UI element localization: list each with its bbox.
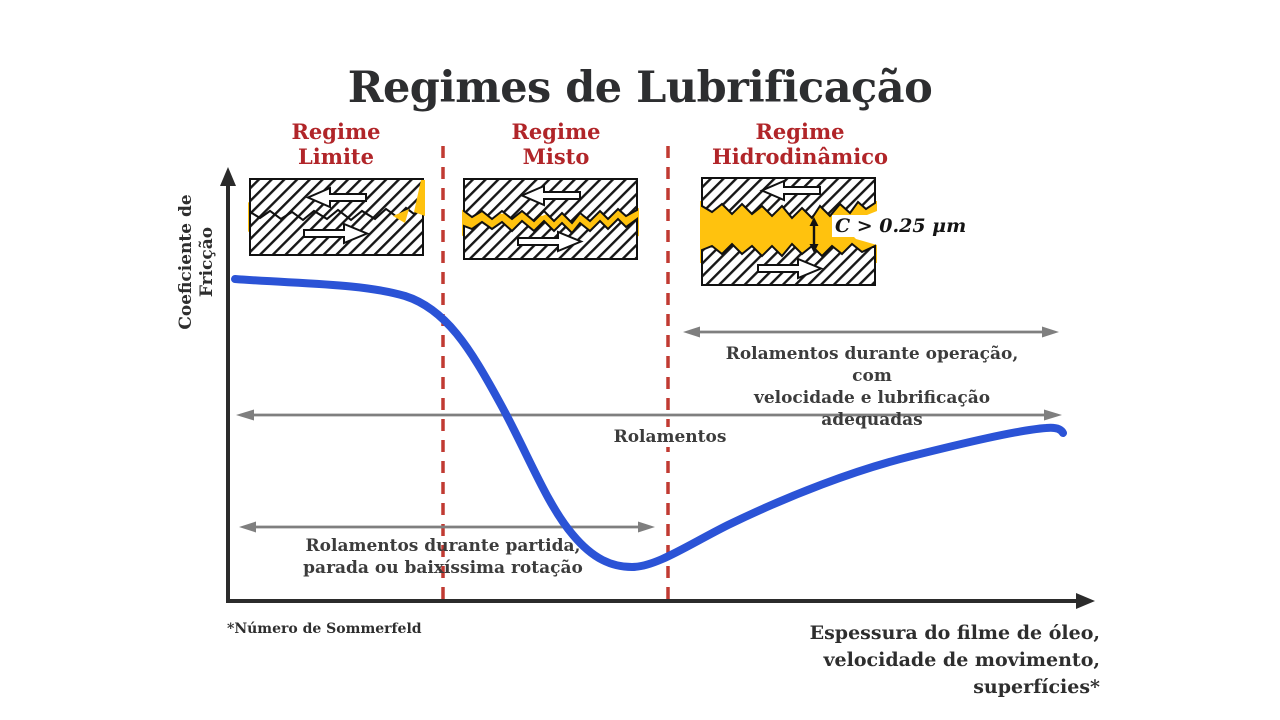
left-motion-arrow-icon (519, 184, 581, 207)
bearings-range-arrow (236, 409, 1062, 421)
boundary-regime-illustration (248, 178, 425, 256)
x-axis-label: Espessura do filme de óleo, velocidade d… (809, 622, 1100, 698)
regime-label-hidrodinamico: Regime Hidrodinâmico (711, 119, 889, 169)
right-motion-arrow-icon (303, 222, 370, 245)
film-clearance-label: C > 0.25 μm (832, 215, 970, 237)
operation-range-label: Rolamentos durante operação, com velocid… (725, 344, 1019, 430)
operation-range-arrow (683, 326, 1059, 338)
startup-range-label: Rolamentos durante partida, parada ou ba… (303, 536, 583, 578)
upper-surface (463, 178, 638, 225)
hydrodynamic-regime-illustration (700, 177, 877, 286)
page-title: Regimes de Lubrificação (347, 62, 933, 113)
upper-surface (701, 177, 876, 220)
left-motion-arrow-icon (759, 179, 821, 202)
x-axis (226, 593, 1095, 609)
startup-range-arrow (239, 521, 655, 533)
sommerfeld-footnote: *Número de Sommerfeld (227, 621, 422, 637)
regime-label-limite: Regime Limite (291, 119, 381, 169)
right-motion-arrow-icon (517, 230, 584, 253)
bearings-range-label: Rolamentos (570, 426, 770, 448)
left-motion-arrow-icon (305, 186, 367, 209)
right-motion-arrow-icon (757, 257, 824, 280)
mixed-regime-illustration (462, 178, 639, 260)
y-axis-arrowhead (220, 167, 236, 186)
y-axis-label: Coeficiente de Fricção (176, 194, 217, 330)
film-thickness-arrow-icon (809, 217, 819, 253)
stribeck-curve (231, 275, 1067, 572)
regime-label-misto: Regime Misto (511, 119, 601, 169)
x-axis-arrowhead (1076, 593, 1095, 609)
lubricant-right-strip (414, 180, 425, 216)
y-axis (220, 167, 236, 603)
lubricant-right-wedge (393, 209, 409, 223)
